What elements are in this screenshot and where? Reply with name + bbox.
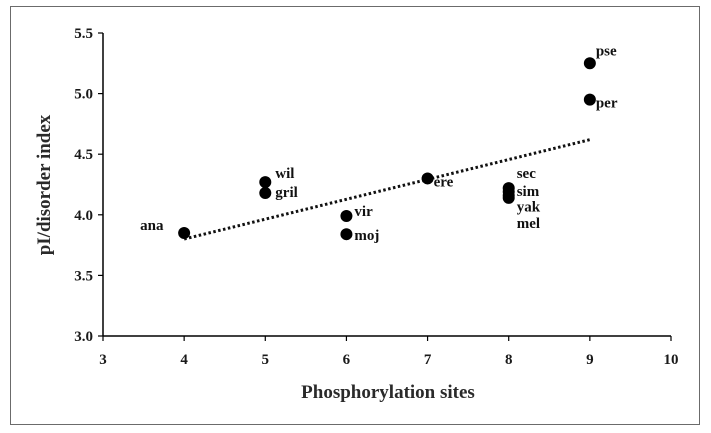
data-points — [178, 57, 596, 241]
x-tick-label: 4 — [180, 352, 188, 368]
data-point-pse — [583, 57, 596, 70]
x-tick-label: 3 — [99, 352, 107, 368]
y-tick-label: 3.0 — [74, 329, 93, 345]
point-label-pse: pse — [596, 43, 617, 59]
y-tick-label: 5.5 — [74, 26, 93, 42]
data-point-ana — [178, 226, 191, 239]
point-label-moj: moj — [354, 228, 379, 244]
x-axis-title: Phosphorylation sites — [301, 382, 475, 403]
data-point-mel — [502, 191, 515, 204]
x-tick-label: 6 — [343, 352, 351, 368]
y-tick-label: 3.5 — [74, 268, 93, 284]
point-label-vir: vir — [354, 204, 373, 220]
point-label-ere: ere — [434, 174, 454, 190]
point-label-sim: sim — [517, 184, 540, 200]
x-tick-label: 10 — [664, 352, 679, 368]
data-point-moj — [340, 228, 353, 241]
data-point-per — [583, 93, 596, 106]
data-point-gril — [259, 186, 272, 199]
y-tick-label: 4.0 — [74, 208, 93, 224]
chart-frame — [10, 6, 700, 425]
y-axis-title: pI/disorder index — [34, 114, 55, 255]
axes — [98, 32, 672, 341]
point-label-mel: mel — [517, 216, 540, 232]
point-label-per: per — [596, 96, 618, 112]
point-label-wil: wil — [275, 166, 294, 182]
data-point-wil — [259, 176, 272, 189]
x-tick-label: 8 — [505, 352, 513, 368]
point-label-yak: yak — [517, 199, 541, 215]
data-point-vir — [340, 210, 353, 223]
y-tick-label: 5.0 — [74, 87, 93, 103]
x-tick-label: 9 — [586, 352, 594, 368]
point-label-sec: sec — [517, 166, 536, 182]
x-tick-label: 5 — [262, 352, 270, 368]
point-label-ana: ana — [140, 218, 164, 234]
x-tick-label: 7 — [424, 352, 432, 368]
tick-labels: 3.0 3.5 4.0 4.5 5.0 5.5 3 4 5 6 7 8 9 10 — [74, 26, 678, 368]
data-point-ere — [421, 172, 434, 185]
y-tick-label: 4.5 — [74, 147, 93, 163]
point-label-gril: gril — [275, 185, 298, 201]
